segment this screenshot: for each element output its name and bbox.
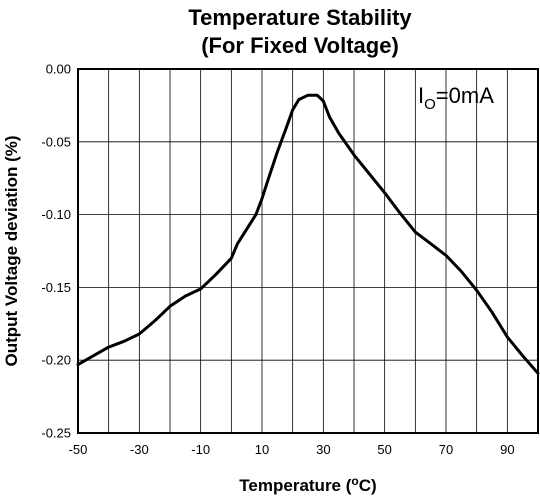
- x-tick-label: -50: [69, 442, 88, 457]
- x-tick-label: 50: [377, 442, 391, 457]
- y-tick-label: -0.10: [41, 207, 71, 222]
- x-axis-title-degree: o: [351, 474, 358, 488]
- annotation-subscript: O: [424, 96, 436, 113]
- x-axis-title-main: Temperature (: [239, 476, 351, 495]
- x-tick-label: -30: [130, 442, 149, 457]
- x-tick-label: 70: [439, 442, 453, 457]
- y-tick-label: -0.05: [41, 134, 71, 149]
- y-tick-label: 0.00: [46, 62, 71, 77]
- y-tick-label: -0.25: [41, 426, 71, 441]
- x-tick-label: 10: [255, 442, 269, 457]
- y-tick-label: -0.20: [41, 353, 71, 368]
- load-current-annotation: IO=0mA: [418, 83, 494, 113]
- annotation-main: I: [418, 83, 424, 108]
- series-line: [76, 93, 540, 375]
- x-tick-label: -10: [191, 442, 210, 457]
- x-axis-title-unit: C): [359, 476, 377, 495]
- chart-subtitle: (For Fixed Voltage): [201, 33, 399, 58]
- x-tick-labels: -50 -30 -10 10 30 50 70 90: [69, 442, 515, 457]
- grid: [78, 69, 538, 433]
- x-tick-label: 30: [316, 442, 330, 457]
- x-axis-title: Temperature (oC): [239, 474, 376, 495]
- y-axis-title: Output Voltage deviation (%): [2, 135, 21, 366]
- series-layer: [76, 93, 540, 375]
- y-tick-label: -0.15: [41, 280, 71, 295]
- plot-frame: [77, 68, 539, 434]
- chart-title: Temperature Stability: [188, 5, 412, 30]
- y-tick-labels: 0.00 -0.05 -0.10 -0.15 -0.20 -0.25: [41, 62, 71, 441]
- annotation-value: =0mA: [436, 83, 494, 108]
- x-tick-label: 90: [500, 442, 514, 457]
